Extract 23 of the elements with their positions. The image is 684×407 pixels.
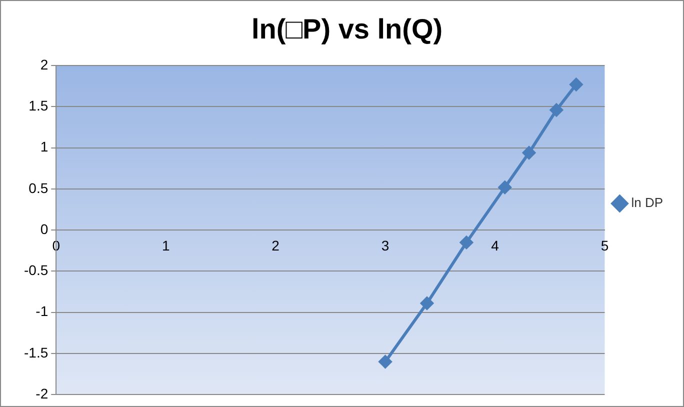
y-tick-label: 1.5: [28, 98, 48, 114]
point: [498, 180, 512, 194]
y-tick-label: -0.5: [24, 262, 48, 278]
x-tick-label: 3: [381, 237, 390, 254]
point: [420, 296, 434, 310]
point: [460, 236, 473, 249]
y-tick-label: 1: [40, 138, 48, 155]
point: [550, 104, 563, 117]
chart-title: ln(□P) vs ln(Q): [251, 14, 443, 45]
point: [570, 78, 583, 92]
x-tick-label: 2: [272, 237, 280, 254]
y-tick-label: 0.5: [28, 180, 48, 196]
x-tick-label: 5: [600, 237, 609, 254]
y-tick-label: -2: [36, 385, 48, 402]
x-tick-label: 1: [162, 237, 170, 254]
point: [522, 146, 536, 160]
y-tick-label: 0: [40, 220, 48, 237]
y-tick-label: 2: [40, 56, 48, 72]
legend-label: ln DP: [631, 195, 664, 210]
y-tick-label: -1.5: [24, 344, 48, 360]
x-tick-label: 4: [491, 237, 500, 254]
point: [378, 355, 392, 368]
y-tick-label: -1: [36, 303, 48, 320]
